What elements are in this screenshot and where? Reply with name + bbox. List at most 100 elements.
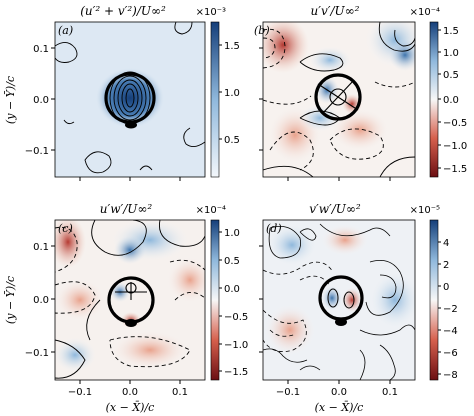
panel-d-neg-lowerleft <box>264 304 316 356</box>
panel-d-exponent: ×10⁻⁵ <box>410 205 440 216</box>
panel-b-cbtick-6: −1.5 <box>443 164 467 175</box>
panel-d-title: v′w′/U∞² <box>309 202 361 216</box>
panel-c-ytick-0: 0.1 <box>33 242 49 253</box>
panel-a-cbtick-0: 1.5 <box>224 41 240 52</box>
panel-d-pos-upperleft <box>266 223 318 267</box>
panel-b-colorbar <box>429 21 439 178</box>
panel-b-heatmap <box>263 22 415 177</box>
y-axis-label-bottom: (y − Ȳ)/c <box>4 276 17 324</box>
panel-b-core-spokes <box>317 79 359 115</box>
panel-b-cbtick-3: 0.0 <box>443 95 459 106</box>
panel-b-ticks <box>259 47 391 181</box>
panel-c-neg-right <box>166 256 205 304</box>
panel-a: (u′² + v′²)/U∞² ×10⁻³ (a) <box>25 4 240 181</box>
panel-b-cbtick-5: −1.0 <box>443 141 467 152</box>
panel-c-ytick-2: −0.1 <box>25 348 49 359</box>
panel-c-xlabel: (x − X̄)/c <box>106 401 155 414</box>
panel-c-core-shapes <box>115 282 147 300</box>
panel-d-neg-top <box>321 224 369 256</box>
panel-a-cbtick-2: 0.5 <box>224 135 240 146</box>
panel-a-core-marker <box>125 121 137 129</box>
panel-a-exponent: ×10⁻³ <box>196 7 226 18</box>
panel-d-cbtick-5: −6 <box>443 348 458 359</box>
panel-c-cbtick-5: −1.5 <box>224 367 248 378</box>
panel-c-y-ticks: 0.1 0.0 −0.1 <box>25 242 55 359</box>
panel-b-title: u′v′/U∞² <box>311 4 360 18</box>
panel-c-xtick-2: 0.1 <box>172 387 188 398</box>
panel-a-y-ticks: 0.1 0.0 −0.1 <box>25 44 55 157</box>
panel-d-x-ticks: −0.1 0.0 0.1 <box>276 380 398 398</box>
panel-c-heatmap <box>55 220 205 380</box>
panel-c-xtick-0: −0.1 <box>68 387 92 398</box>
panel-c-neg-corner <box>55 220 86 268</box>
panel-c-xtick-1: 0.0 <box>122 387 138 398</box>
panel-d-label: (d) <box>266 222 282 235</box>
panel-b-colorbar-ticks: 1.5 1.0 0.5 0.0 −0.5 −1.0 −1.5 <box>438 26 467 175</box>
panel-d-xtick-1: 0.0 <box>331 387 347 398</box>
panel-d-xlabel: (x − X̄)/c <box>315 401 364 414</box>
panel-b-vortex-ring <box>314 73 362 121</box>
panel-a-label: (a) <box>58 24 73 37</box>
panel-c-core-marker <box>125 319 137 327</box>
panel-b-neg-lobe <box>263 22 309 73</box>
panel-a-ytick-2: −0.1 <box>25 146 49 157</box>
panel-d-cbtick-4: −4 <box>443 326 458 337</box>
panel-d-core-shapes <box>327 288 355 309</box>
panel-b-label: (b) <box>254 24 270 37</box>
panel-d-core-marker <box>335 318 347 326</box>
panel-b-cbtick-4: −0.5 <box>443 118 467 129</box>
panel-c: u′w′/U∞² ×10⁻⁴ <box>25 202 249 414</box>
panel-c-title: u′w′/U∞² <box>100 202 153 216</box>
panel-b-pos-peak <box>389 39 415 71</box>
panel-a-x-ticks <box>79 177 181 181</box>
panel-b-contours <box>263 22 415 177</box>
panel-c-neg-left <box>55 278 106 322</box>
panel-a-contours <box>55 22 205 174</box>
panel-c-neg-bottom <box>110 330 190 370</box>
panel-d-heatmap <box>263 220 415 380</box>
panel-c-contours <box>55 220 205 379</box>
panel-c-exponent: ×10⁻⁴ <box>196 205 226 216</box>
panel-c-cbtick-4: −1.0 <box>224 340 248 351</box>
y-axis-label-top: (y − Ȳ)/c <box>4 76 17 124</box>
panel-b-cbtick-0: 1.5 <box>443 26 459 37</box>
panel-c-pos-bottomleft <box>55 337 97 373</box>
panel-a-title: (u′² + v′²)/U∞² <box>80 4 166 18</box>
panel-c-x-ticks: −0.1 0.0 0.1 <box>68 380 188 398</box>
panel-c-cbtick-3: −0.5 <box>224 312 248 323</box>
panel-c-ytick-1: 0.0 <box>33 295 49 306</box>
panel-a-colorbar-ticks: 1.5 1.0 0.5 <box>219 41 240 146</box>
panel-b-cbtick-2: 0.5 <box>443 70 459 81</box>
panel-a-ytick-1: 0.0 <box>33 95 49 106</box>
panel-d-y-ticks <box>259 245 263 353</box>
panel-d-cbtick-1: 2 <box>443 260 449 271</box>
panel-d-pos-right <box>369 270 415 330</box>
panel-c-cbtick-1: 0.5 <box>224 256 240 267</box>
panel-d-cbtick-0: 4 <box>443 238 449 249</box>
panel-a-heatmap <box>55 22 205 177</box>
panel-d-colorbar-ticks: 4 2 0 −2 −4 −6 −8 <box>438 238 458 381</box>
panel-d-cbtick-3: −2 <box>443 304 458 315</box>
panel-d-xtick-2: 0.1 <box>382 387 398 398</box>
panel-d-cbtick-6: −8 <box>443 370 458 381</box>
panel-c-label: (c) <box>58 222 73 235</box>
panel-a-ytick-0: 0.1 <box>33 44 49 55</box>
panel-d-xtick-0: −0.1 <box>276 387 300 398</box>
panel-d-cbtick-2: 0 <box>443 282 449 293</box>
panel-c-cbtick-0: 1.0 <box>224 228 240 239</box>
panel-d-contours <box>263 223 415 380</box>
panel-d: v′w′/U∞² ×10⁻⁵ <box>259 202 458 414</box>
panel-d-core-neg <box>342 288 362 312</box>
panel-b-cbtick-1: 1.0 <box>443 48 459 59</box>
panel-b-pos-lower <box>298 104 342 132</box>
panel-a-cbtick-1: 1.0 <box>224 88 240 99</box>
panel-b: u′v′/U∞² ×10⁻⁴ <box>254 4 467 181</box>
panel-d-colorbar <box>429 219 439 381</box>
panel-c-pos-peak <box>114 236 146 264</box>
panel-c-colorbar <box>210 219 220 381</box>
panel-c-cbtick-2: 0.0 <box>224 284 240 295</box>
panel-a-colorbar <box>210 21 220 178</box>
panel-b-exponent: ×10⁻⁴ <box>410 7 440 18</box>
panel-c-colorbar-ticks: 1.0 0.5 0.0 −0.5 −1.0 −1.5 <box>219 228 248 378</box>
